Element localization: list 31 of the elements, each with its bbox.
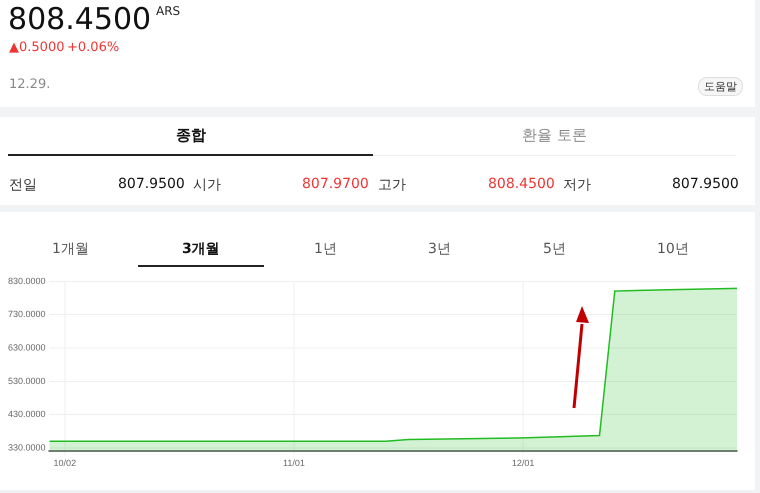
text: 1개월 — [52, 240, 89, 258]
text: 시가 — [193, 176, 221, 194]
text: 807.9700 — [302, 176, 369, 192]
text: +0.06% — [67, 40, 120, 55]
x-tick-label: 10/02 — [54, 458, 76, 468]
text: 12.29. — [9, 77, 50, 92]
y-tick-label: 430.0000 — [8, 409, 46, 420]
text: 807.9500 — [118, 176, 185, 192]
text: 10년 — [657, 240, 689, 258]
chart-title: 808.4500 — [488, 176, 555, 192]
y-tick-label: 530.0000 — [8, 376, 46, 386]
text: 저가 — [563, 176, 591, 194]
text: 도움말 — [698, 77, 743, 96]
text: 807.9500 — [672, 176, 739, 192]
text: ▲0.5000 — [9, 40, 64, 55]
y-tick-label: 330.0000 — [8, 442, 46, 452]
text: 종합 — [176, 126, 206, 145]
text: 1년 — [314, 240, 337, 258]
text: 808.4500 — [8, 2, 152, 37]
x-tick-label: 11/01 — [283, 458, 305, 468]
text: ARS — [156, 4, 180, 18]
text: 3개월 — [182, 240, 220, 258]
text: 고가 — [378, 176, 406, 194]
text: 3년 — [428, 240, 451, 258]
text: 5년 — [543, 240, 566, 258]
text: 전일 — [9, 176, 37, 194]
y-tick-label: 830.0000 — [8, 276, 46, 286]
y-tick-label: 630.0000 — [8, 342, 46, 352]
text: 환율 토론 — [522, 126, 587, 145]
y-tick-label: 730.0000 — [8, 309, 46, 320]
x-tick-label: 12/01 — [512, 458, 534, 468]
